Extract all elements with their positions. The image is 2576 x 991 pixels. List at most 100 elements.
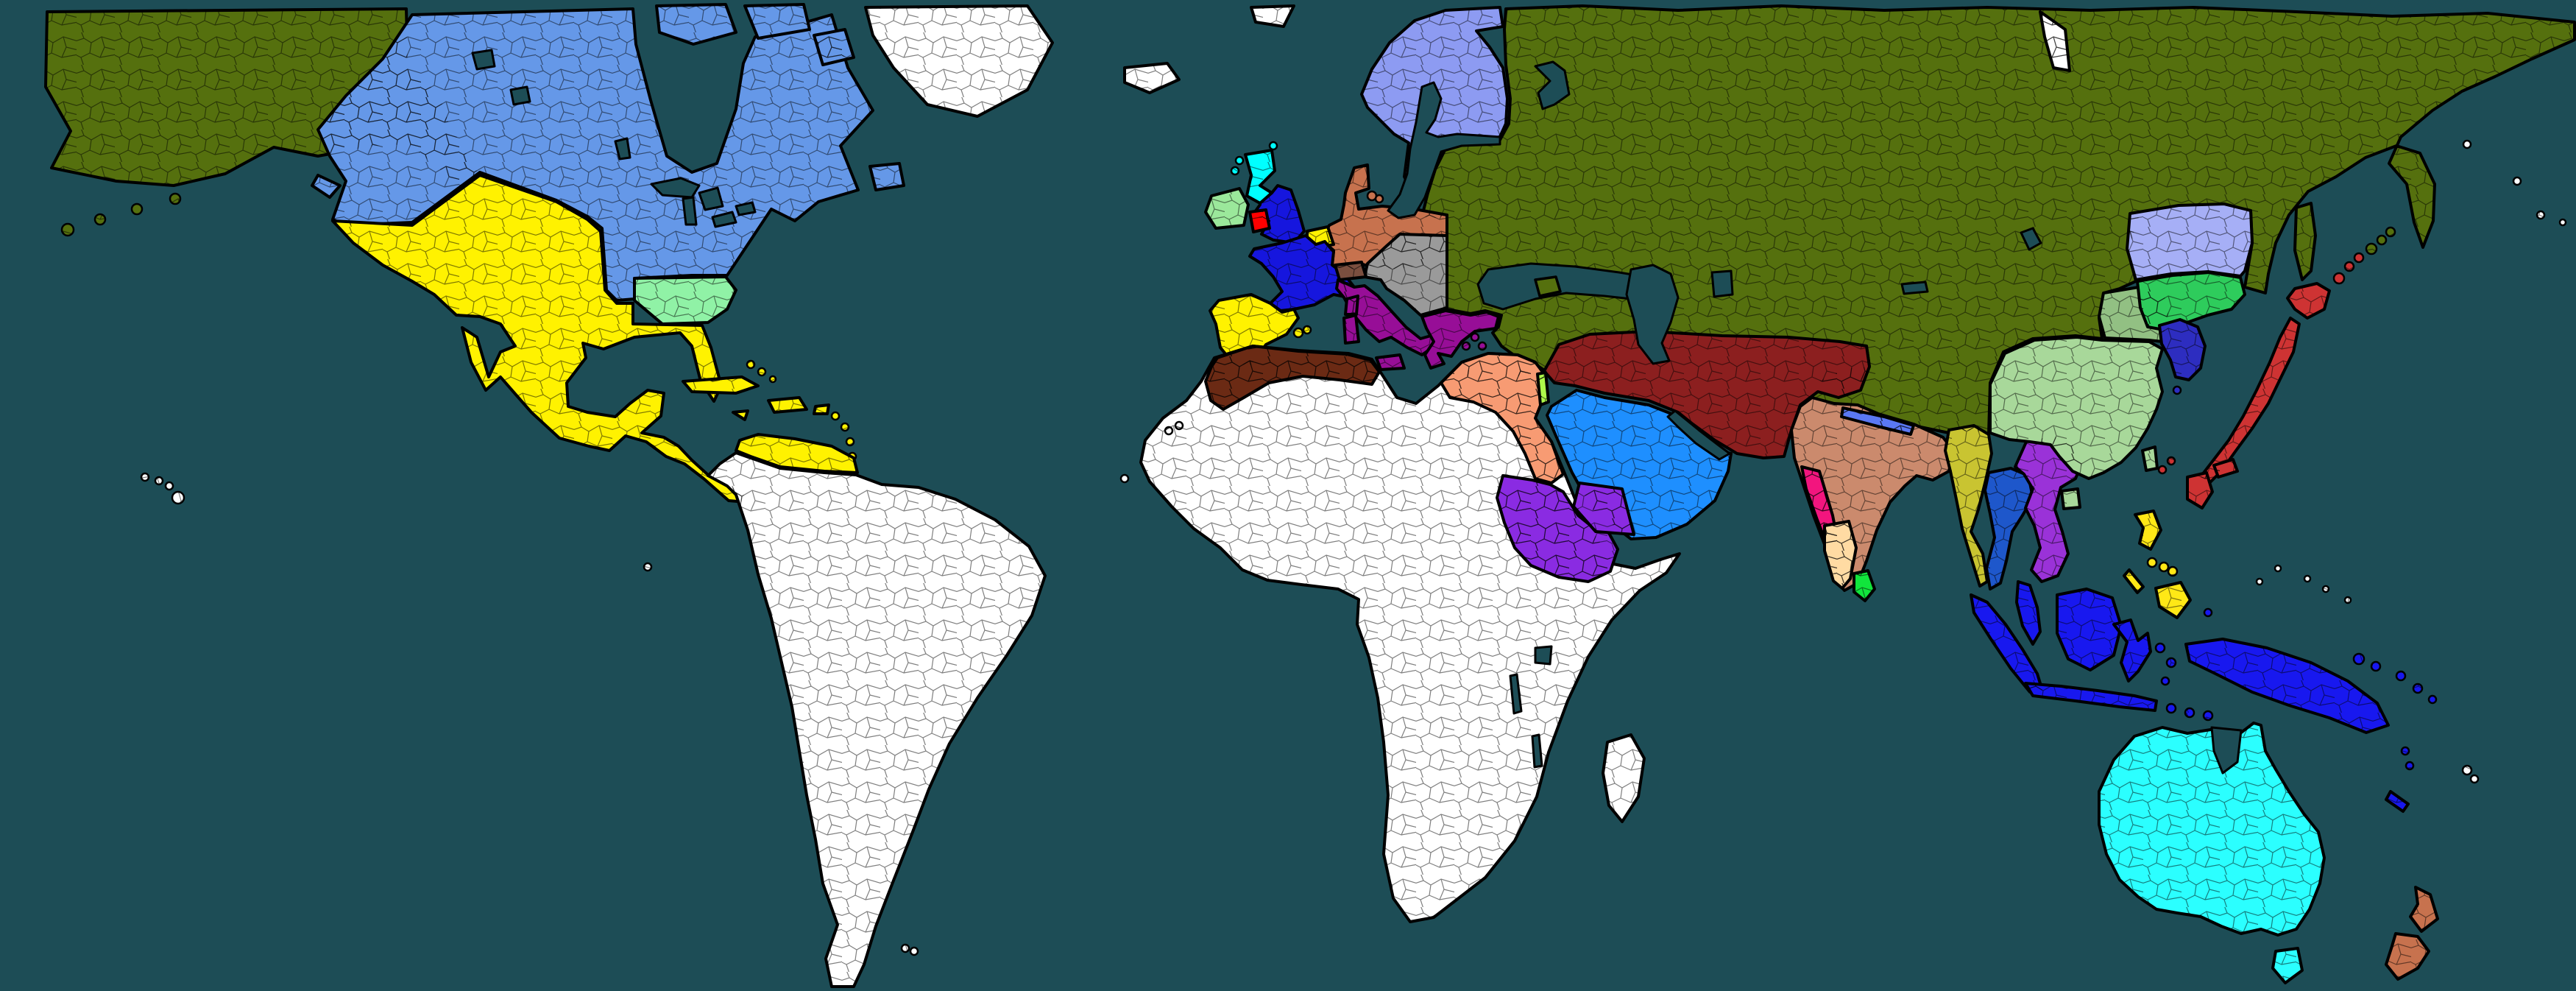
micronesia-island[interactable]: [2345, 597, 2351, 603]
micronesia-island[interactable]: [2257, 579, 2262, 585]
bahamas-island[interactable]: [770, 376, 776, 382]
region-greenland[interactable]: [866, 6, 1052, 116]
region-japan-hokkaido[interactable]: [2287, 283, 2329, 318]
region-hainan[interactable]: [2062, 489, 2080, 509]
region-iceland[interactable]: [1125, 63, 1179, 93]
balearic-island[interactable]: [1294, 328, 1303, 337]
region-maghreb[interactable]: [1206, 346, 1379, 409]
region-taiwan[interactable]: [2142, 447, 2157, 470]
canary-island[interactable]: [1175, 422, 1183, 429]
region-italy[interactable]: [1337, 280, 1437, 355]
region-manchuria-north[interactable]: [2127, 204, 2252, 280]
aegean-island[interactable]: [1462, 342, 1470, 350]
region-yemen[interactable]: [1574, 483, 1634, 535]
hawaii-island[interactable]: [141, 473, 149, 481]
vanuatu-island[interactable]: [2402, 747, 2409, 755]
region-arctic-island[interactable]: [745, 4, 810, 38]
region-france[interactable]: [1250, 236, 1354, 311]
region-java[interactable]: [2025, 683, 2156, 710]
kurile-island-south[interactable]: [2354, 253, 2363, 262]
region-japan-shikoku[interactable]: [2214, 459, 2237, 477]
region-indochina[interactable]: [2015, 437, 2083, 582]
molucca-island[interactable]: [2167, 658, 2176, 667]
cape-verde-island[interactable]: [1121, 475, 1128, 482]
region-novaya-zemlya[interactable]: [2040, 12, 2070, 71]
region-japan-kyushu[interactable]: [2187, 473, 2212, 508]
bahamas-island[interactable]: [758, 368, 765, 375]
region-svalbard[interactable]: [1251, 6, 1294, 27]
micronesia-island[interactable]: [2275, 565, 2281, 571]
hawaii-island[interactable]: [155, 477, 163, 484]
aegean-island[interactable]: [1471, 334, 1479, 341]
region-persia[interactable]: [1544, 331, 1869, 458]
region-south-america[interactable]: [708, 453, 1045, 987]
region-south-india[interactable]: [1825, 521, 1856, 588]
bismarck-island[interactable]: [2371, 662, 2380, 671]
region-belgium[interactable]: [1307, 227, 1334, 247]
region-iberia[interactable]: [1210, 295, 1298, 365]
region-arctic-island[interactable]: [657, 4, 736, 44]
danish-isle[interactable]: [1376, 195, 1383, 202]
antilles-island[interactable]: [832, 412, 839, 420]
pacific-island[interactable]: [2560, 219, 2566, 225]
region-egypt[interactable]: [1441, 353, 1563, 483]
falkland-island[interactable]: [902, 945, 909, 952]
hawaii-island[interactable]: [172, 492, 184, 504]
ryukyu-island[interactable]: [2168, 457, 2175, 465]
hebrides-island[interactable]: [1231, 167, 1239, 174]
solomon-island[interactable]: [2396, 671, 2405, 680]
region-japan-honshu[interactable]: [2199, 318, 2299, 484]
visayas-island[interactable]: [2148, 558, 2156, 567]
region-ceylon[interactable]: [1854, 571, 1875, 601]
aleutian-island[interactable]: [170, 194, 180, 204]
canary-island[interactable]: [1165, 427, 1172, 434]
region-vancouver-island[interactable]: [312, 175, 340, 197]
solomon-island[interactable]: [2413, 684, 2422, 693]
molucca-island[interactable]: [2162, 677, 2169, 685]
lesser-sunda-island[interactable]: [2185, 708, 2194, 717]
region-new-zealand-south[interactable]: [2386, 934, 2429, 979]
region-manchuria-south[interactable]: [2137, 272, 2245, 330]
region-sakhalin[interactable]: [2295, 203, 2315, 280]
region-canada[interactable]: [318, 9, 873, 300]
falkland-island[interactable]: [910, 948, 918, 955]
region-hispaniola[interactable]: [768, 398, 807, 412]
region-venezuela-coast[interactable]: [736, 434, 857, 473]
region-sumatra[interactable]: [1971, 595, 2042, 692]
region-switzerland[interactable]: [1335, 262, 1366, 280]
galapagos-island[interactable]: [644, 563, 651, 571]
region-jamaica[interactable]: [733, 411, 748, 420]
visayas-island[interactable]: [2159, 562, 2168, 571]
region-newfoundland[interactable]: [870, 163, 904, 190]
region-australia[interactable]: [2099, 723, 2324, 935]
region-china[interactable]: [1990, 337, 2162, 479]
visayas-island[interactable]: [2168, 567, 2177, 576]
kurile-island-north[interactable]: [2366, 244, 2377, 254]
pacific-island[interactable]: [2513, 177, 2521, 185]
balearic-island[interactable]: [1303, 326, 1311, 334]
micronesia-island[interactable]: [2323, 586, 2329, 592]
region-borneo[interactable]: [2057, 589, 2121, 670]
region-levant-strip[interactable]: [1538, 373, 1549, 405]
region-siam[interactable]: [1985, 468, 2033, 589]
region-sudan-ethiopia[interactable]: [1497, 476, 1618, 582]
solomon-island[interactable]: [2429, 696, 2436, 703]
bismarck-island[interactable]: [2354, 654, 2364, 664]
region-nepal[interactable]: [1841, 408, 1914, 434]
danish-isle[interactable]: [1367, 191, 1376, 200]
kurile-island-north[interactable]: [2377, 236, 2386, 244]
region-sicily[interactable]: [1376, 355, 1404, 370]
region-new-zealand-north[interactable]: [2410, 887, 2438, 931]
molucca-island[interactable]: [2156, 643, 2165, 652]
region-southeast-usa[interactable]: [634, 277, 736, 324]
lesser-sunda-island[interactable]: [2167, 704, 2176, 713]
antilles-island[interactable]: [846, 438, 854, 445]
region-wales[interactable]: [1250, 210, 1270, 232]
vanuatu-island[interactable]: [2406, 762, 2413, 769]
aleutian-island[interactable]: [62, 224, 74, 236]
bahamas-island[interactable]: [747, 361, 754, 368]
region-luzon[interactable]: [2135, 511, 2161, 549]
aleutian-island[interactable]: [132, 204, 142, 214]
region-cuba[interactable]: [683, 377, 758, 393]
region-crimea[interactable]: [1534, 275, 1562, 297]
